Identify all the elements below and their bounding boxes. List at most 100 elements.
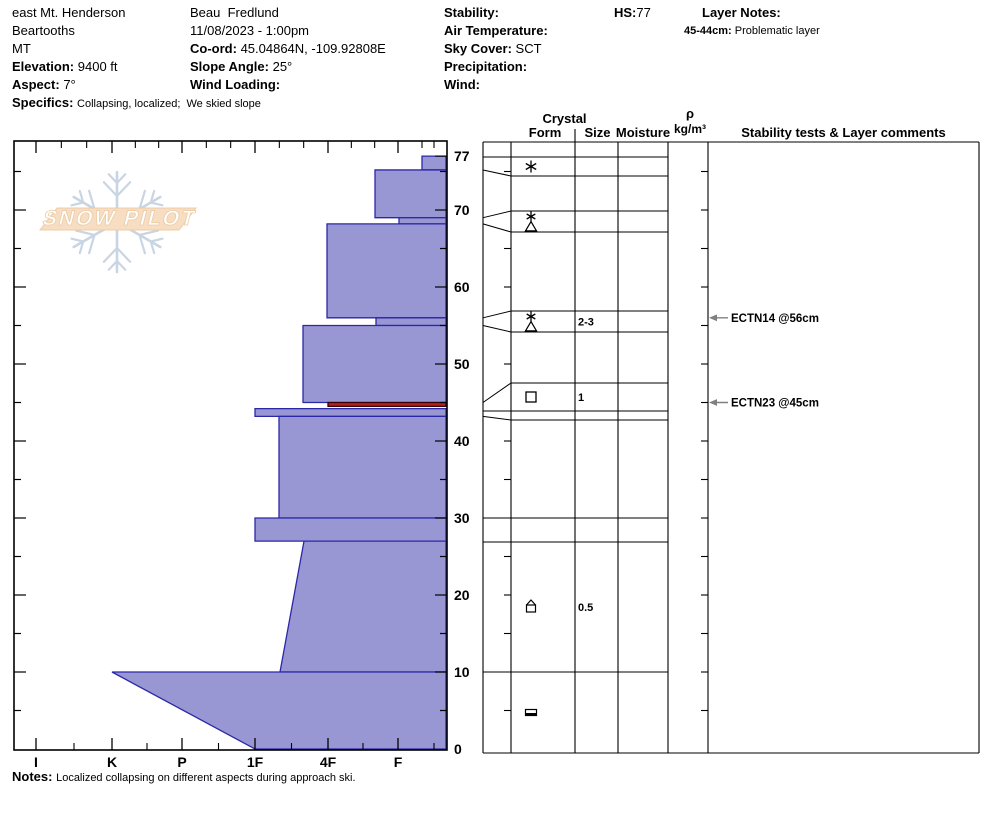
depth-label: 10 — [454, 664, 470, 680]
observer-name: Beau Fredlund — [190, 5, 279, 20]
wind-label: Wind: — [444, 77, 480, 92]
precipitation-line: Precipitation: — [444, 58, 551, 76]
stability-tests: ECTN14 @56cm ECTN23 @45cm — [709, 313, 819, 410]
elevation-label: Elevation: — [12, 59, 75, 74]
layer-table — [482, 129, 980, 754]
stability-test-label: ECTN23 @45cm — [731, 398, 819, 410]
moisture-header: Moisture — [616, 125, 670, 140]
size-header: Size — [584, 125, 610, 140]
density-header: ρ — [686, 106, 694, 121]
stability-line: Stability: — [444, 4, 551, 22]
snow-layer — [302, 324, 447, 404]
snowpilot-logo: SNOW PILOT — [38, 170, 200, 274]
notes-line: Notes: Localized collapsing on different… — [12, 769, 356, 784]
wind-line: Wind: — [444, 76, 551, 94]
specifics-label: Specifics: — [12, 95, 74, 110]
snow-layer — [375, 317, 447, 327]
depth-label: 0 — [454, 741, 462, 757]
test-arrow-icon — [709, 399, 717, 406]
hs-value: 77 — [636, 5, 651, 20]
observation-datetime: 11/08/2023 - 1:00pm — [190, 23, 310, 38]
slope-angle-value: 25° — [272, 59, 293, 74]
state: MT — [12, 41, 31, 56]
row-fan-line — [482, 210, 512, 219]
specifics-line: Specifics: Collapsing, localized; We ski… — [12, 94, 261, 112]
sky-cover-line: Sky Cover: SCT — [444, 40, 551, 58]
problematic-layer — [327, 401, 447, 408]
grain-size-value: 2-3 — [578, 317, 594, 329]
site-name: east Mt. Henderson — [12, 5, 126, 20]
grain-size-value: 1 — [578, 392, 584, 404]
logo-band — [38, 207, 198, 231]
sky-cover-label: Sky Cover: — [444, 41, 512, 56]
grain-symbols: 2-3 1 0.5 — [524, 160, 594, 717]
header-weather-column: Stability: Air Temperature: Sky Cover: S… — [444, 4, 551, 94]
depth-label: 77 — [454, 148, 470, 164]
profile-axes: 0 10 20 30 40 50 60 70 77 I K P 1F 4F F — [13, 140, 470, 770]
stability-test-label: ECTN14 @56cm — [731, 313, 819, 325]
crystal-header: Crystal — [542, 111, 586, 126]
header-layer-notes-block: Layer Notes: — [702, 4, 781, 22]
layer-notes-heading: Layer Notes: — [702, 5, 781, 20]
hardness-label: F — [394, 754, 403, 770]
hardness-label: 1F — [247, 754, 264, 770]
slope-angle-label: Slope Angle: — [190, 59, 269, 74]
snow-layer — [111, 671, 447, 750]
depth-label: 40 — [454, 433, 470, 449]
precipitation-label: Precipitation: — [444, 59, 528, 74]
snow-layer — [254, 517, 447, 542]
snow-layer — [421, 155, 447, 171]
density-unit-header: kg/m³ — [674, 122, 706, 136]
test-arrow-icon — [709, 314, 717, 322]
snow-layer — [254, 408, 447, 418]
logo-text: SNOW PILOT — [40, 206, 199, 230]
snow-layer — [398, 217, 447, 225]
sky-cover-value: SCT — [515, 41, 542, 56]
wind-loading-label: Wind Loading: — [190, 77, 281, 92]
snow-layer — [326, 223, 447, 319]
coord-line: Co-ord: 45.04864N, -109.92808E — [190, 40, 386, 58]
grain-size-value: 0.5 — [578, 602, 593, 614]
depth-label: 60 — [454, 279, 470, 295]
layer-note-text: Problematic layer — [734, 25, 820, 37]
hardness-label: 4F — [320, 754, 337, 770]
elevation-value: 9400 ft — [77, 59, 118, 74]
depth-label: 70 — [454, 202, 470, 218]
aspect-label: Aspect: — [12, 77, 60, 92]
snow-layer — [279, 540, 447, 673]
air-temp-label: Air Temperature: — [444, 23, 548, 38]
depth-label: 30 — [454, 510, 470, 526]
coord-value: 45.04864N, -109.92808E — [240, 41, 386, 56]
elevation-line: Elevation: 9400 ft — [12, 58, 261, 76]
coord-label: Co-ord: — [190, 41, 237, 56]
notes-text: Localized collapsing on different aspect… — [56, 772, 356, 784]
air-temp-line: Air Temperature: — [444, 22, 551, 40]
comments-header: Stability tests & Layer comments — [741, 125, 945, 140]
header-location-column: east Mt. Henderson Beartooths MT Elevati… — [12, 4, 261, 112]
row-fan-line — [482, 382, 512, 403]
aspect-value: 7° — [63, 77, 76, 92]
row-fan-line — [482, 325, 512, 333]
snow-layers — [111, 155, 447, 750]
hs-line: HS:77 — [614, 4, 651, 22]
header-hs-block: HS:77 — [614, 4, 651, 22]
hs-label: HS: — [614, 5, 637, 20]
layer-note-line: 45-44cm: Problematic layer — [684, 22, 820, 40]
stability-label: Stability: — [444, 5, 499, 20]
specifics-value: Collapsing, localized; We skied slope — [77, 98, 261, 110]
depth-label: 20 — [454, 587, 470, 603]
wind-loading-line: Wind Loading: — [190, 76, 386, 94]
row-fan-line — [482, 310, 512, 319]
form-header: Form — [529, 125, 562, 140]
row-fan-line — [482, 169, 512, 177]
hardness-label: P — [177, 754, 186, 770]
header-observer-column: Beau Fredlund 11/08/2023 - 1:00pm Co-ord… — [190, 4, 386, 94]
hardness-label: K — [107, 754, 117, 770]
aspect-line: Aspect: 7° — [12, 76, 261, 94]
hardness-label: I — [34, 754, 38, 770]
depth-label: 50 — [454, 356, 470, 372]
layer-note-range: 45-44cm: — [684, 25, 732, 37]
